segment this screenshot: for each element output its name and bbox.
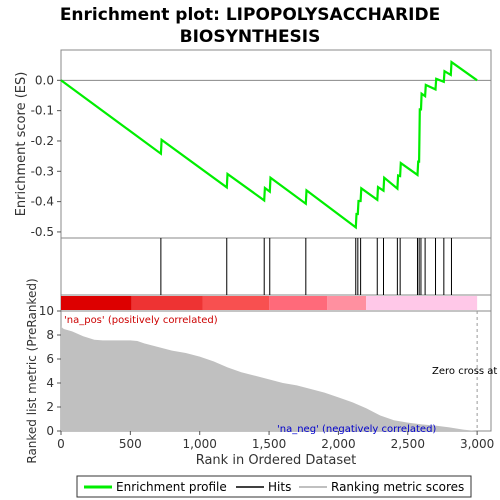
metric-ytick-label-5: 10 <box>39 304 54 318</box>
metric-ytick-label-0: 0 <box>46 424 54 438</box>
xtick-label-2: 1,000 <box>183 437 217 451</box>
xtick-label-0: 0 <box>57 437 65 451</box>
xlabel: Rank in Ordered Dataset <box>196 453 357 468</box>
es-ytick-label-3: -0.3 <box>31 164 54 178</box>
hits-panel-frame <box>60 237 492 296</box>
metric-ytick-label-4: 8 <box>46 328 54 342</box>
es-ytick-label-2: -0.2 <box>31 134 54 148</box>
zero-cross-label: Zero cross at 3 <box>432 366 500 377</box>
es-layer <box>60 60 491 230</box>
es-ytick-label-4: -0.4 <box>31 195 54 209</box>
colorbar-segment-4 <box>327 296 367 310</box>
colorbar-segment-5 <box>366 296 478 310</box>
es-ylabel: Enrichment score (ES) <box>14 72 29 217</box>
metric-ytick-label-1: 2 <box>46 400 54 414</box>
xtick-label-6: 3,000 <box>460 437 494 451</box>
es-ytick-label-1: -0.1 <box>31 104 54 118</box>
axis-layer: 0.0 -0.1 -0.2 -0.3 -0.4 -0.5 0 2 4 6 8 10 0 500 1,000 1… <box>31 73 495 451</box>
colorbar-segment-1 <box>131 296 203 310</box>
legend-box <box>76 475 472 498</box>
es-ytick-label-5: -0.5 <box>31 225 54 239</box>
colorbar-segment-3 <box>269 296 328 310</box>
xtick-label-5: 2,500 <box>391 437 425 451</box>
neg-correlated-label: 'na_neg' (negatively correlated) <box>277 424 436 435</box>
es-panel-frame <box>60 49 492 239</box>
xtick-label-4: 2,000 <box>321 437 355 451</box>
colorbar-segment-0 <box>61 296 132 310</box>
es-ytick-label-0: 0.0 <box>35 73 54 87</box>
colorbar-layer <box>61 296 478 310</box>
legend-label-hits: Hits <box>268 480 291 494</box>
pos-correlated-label: 'na_pos' (positively correlated) <box>64 315 218 326</box>
colorbar-segment-2 <box>202 296 270 310</box>
hits-layer <box>160 238 452 295</box>
metric-ylabel: Ranked list metric (PreRanked) <box>25 278 39 463</box>
chart-title-line-1: Enrichment plot: LIPOPOLYSACCHARIDE <box>60 5 440 25</box>
xtick-label-1: 500 <box>119 437 142 451</box>
metric-ytick-label-2: 4 <box>46 376 54 390</box>
legend-label-metric: Ranking metric scores <box>331 480 464 494</box>
chart-title-line-2: BIOSYNTHESIS <box>180 27 321 47</box>
legend-label-enrichment: Enrichment profile <box>116 480 227 494</box>
ranking-metric-area <box>61 326 478 431</box>
metric-ytick-label-3: 6 <box>46 352 54 366</box>
metric-layer <box>61 311 478 431</box>
xtick-label-3: 1,500 <box>252 437 286 451</box>
enrichment-profile-line <box>60 60 478 230</box>
